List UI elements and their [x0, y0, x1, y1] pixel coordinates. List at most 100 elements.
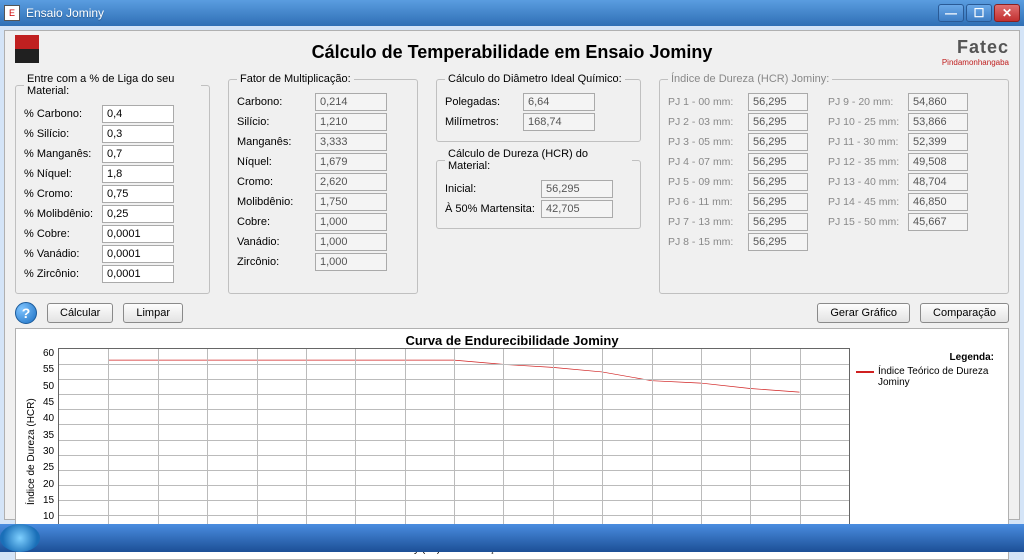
- header: Cálculo de Temperabilidade em Ensaio Jom…: [15, 37, 1009, 67]
- field-label: Cromo:: [237, 176, 315, 188]
- hcr-legend: Índice de Dureza (HCR) Jominy:: [668, 73, 832, 85]
- readonly-field: [315, 233, 387, 251]
- readonly-field: [315, 153, 387, 171]
- field-row: % Zircônio:: [24, 265, 201, 283]
- clear-button[interactable]: Limpar: [123, 303, 183, 323]
- readonly-field: [748, 93, 808, 111]
- field-row: PJ 7 - 13 mm:: [668, 213, 808, 231]
- input-field[interactable]: [102, 265, 174, 283]
- readonly-field: [315, 133, 387, 151]
- factors-group: Fator de Multiplicação: Carbono:Silício:…: [228, 73, 418, 294]
- field-label: % Manganês:: [24, 148, 102, 160]
- minimize-button[interactable]: —: [938, 4, 964, 22]
- field-label: % Molibdênio:: [24, 208, 102, 220]
- field-row: PJ 15 - 50 mm:: [828, 213, 968, 231]
- field-label: PJ 5 - 09 mm:: [668, 176, 748, 188]
- field-row: PJ 2 - 03 mm:: [668, 113, 808, 131]
- input-field[interactable]: [102, 105, 174, 123]
- field-row: PJ 6 - 11 mm:: [668, 193, 808, 211]
- chart-plot-area: [58, 348, 850, 531]
- field-label: Polegadas:: [445, 96, 523, 108]
- field-row: Carbono:: [237, 93, 409, 111]
- field-label: PJ 3 - 05 mm:: [668, 136, 748, 148]
- field-row: % Manganês:: [24, 145, 201, 163]
- field-row: PJ 8 - 15 mm:: [668, 233, 808, 251]
- calculate-button[interactable]: Cálcular: [47, 303, 113, 323]
- field-label: % Vanádio:: [24, 248, 102, 260]
- field-label: À 50% Martensita:: [445, 203, 541, 215]
- field-row: Silício:: [237, 113, 409, 131]
- readonly-field: [523, 93, 595, 111]
- legend-title: Legenda:: [856, 352, 994, 363]
- field-row: Molibdênio:: [237, 193, 409, 211]
- close-button[interactable]: ✕: [994, 4, 1020, 22]
- diameter-group: Cálculo do Diâmetro Ideal Químico: Poleg…: [436, 73, 641, 142]
- brand-logo: Fatec Pindamonhangaba: [942, 37, 1009, 67]
- field-row: PJ 10 - 25 mm:: [828, 113, 968, 131]
- start-button[interactable]: [0, 524, 40, 552]
- readonly-field: [748, 113, 808, 131]
- field-row: % Vanádio:: [24, 245, 201, 263]
- field-label: PJ 7 - 13 mm:: [668, 216, 748, 228]
- readonly-field: [908, 133, 968, 151]
- readonly-field: [908, 93, 968, 111]
- input-field[interactable]: [102, 125, 174, 143]
- input-field[interactable]: [102, 185, 174, 203]
- legend-swatch: [856, 371, 874, 373]
- readonly-field: [541, 180, 613, 198]
- readonly-field: [315, 213, 387, 231]
- readonly-field: [748, 213, 808, 231]
- inputs-legend: Entre com a % de Liga do seu Material:: [24, 73, 201, 97]
- input-field[interactable]: [102, 145, 174, 163]
- field-label: Manganês:: [237, 136, 315, 148]
- field-label: % Níquel:: [24, 168, 102, 180]
- field-row: % Silício:: [24, 125, 201, 143]
- field-label: PJ 2 - 03 mm:: [668, 116, 748, 128]
- window-titlebar: E Ensaio Jominy — ☐ ✕: [0, 0, 1024, 26]
- field-label: PJ 15 - 50 mm:: [828, 216, 908, 228]
- input-field[interactable]: [102, 165, 174, 183]
- field-row: PJ 14 - 45 mm:: [828, 193, 968, 211]
- field-row: PJ 3 - 05 mm:: [668, 133, 808, 151]
- field-label: PJ 14 - 45 mm:: [828, 196, 908, 208]
- field-label: PJ 12 - 35 mm:: [828, 156, 908, 168]
- maximize-button[interactable]: ☐: [966, 4, 992, 22]
- readonly-field: [315, 93, 387, 111]
- field-row: PJ 12 - 35 mm:: [828, 153, 968, 171]
- field-label: PJ 11 - 30 mm:: [828, 136, 908, 148]
- compare-button[interactable]: Comparação: [920, 303, 1009, 323]
- field-row: Polegadas:: [445, 93, 632, 111]
- brand-sub: Pindamonhangaba: [942, 58, 1009, 67]
- brand-name: Fatec: [942, 37, 1009, 58]
- field-label: % Cromo:: [24, 188, 102, 200]
- input-field[interactable]: [102, 245, 174, 263]
- window-title: Ensaio Jominy: [26, 6, 938, 20]
- field-label: PJ 6 - 11 mm:: [668, 196, 748, 208]
- field-row: Cobre:: [237, 213, 409, 231]
- field-label: PJ 10 - 25 mm:: [828, 116, 908, 128]
- hcr-group: Índice de Dureza (HCR) Jominy: PJ 1 - 00…: [659, 73, 1009, 294]
- input-field[interactable]: [102, 225, 174, 243]
- help-button[interactable]: ?: [15, 302, 37, 324]
- logo-icon: [15, 35, 39, 63]
- app-icon: E: [4, 5, 20, 21]
- field-label: Inicial:: [445, 183, 541, 195]
- input-field[interactable]: [102, 205, 174, 223]
- field-row: À 50% Martensita:: [445, 200, 632, 218]
- readonly-field: [908, 173, 968, 191]
- taskbar[interactable]: [0, 524, 1024, 552]
- field-label: Carbono:: [237, 96, 315, 108]
- field-row: PJ 9 - 20 mm:: [828, 93, 968, 111]
- field-row: Cromo:: [237, 173, 409, 191]
- field-row: % Molibdênio:: [24, 205, 201, 223]
- field-label: % Silício:: [24, 128, 102, 140]
- readonly-field: [315, 173, 387, 191]
- readonly-field: [748, 133, 808, 151]
- field-row: % Carbono:: [24, 105, 201, 123]
- chart-title: Curva de Endurecibilidade Jominy: [24, 333, 1000, 348]
- field-label: Milímetros:: [445, 116, 523, 128]
- field-row: Milímetros:: [445, 113, 632, 131]
- field-row: PJ 13 - 40 mm:: [828, 173, 968, 191]
- field-label: Molibdênio:: [237, 196, 315, 208]
- generate-chart-button[interactable]: Gerar Gráfico: [817, 303, 910, 323]
